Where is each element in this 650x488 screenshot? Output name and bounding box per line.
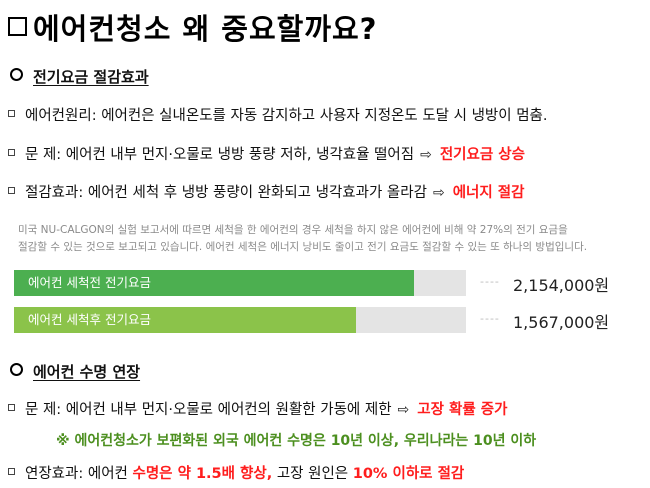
bar-track-before: 에어컨 세척전 전기요금 xyxy=(14,270,466,296)
highlight-text: 10% 이하로 절감 xyxy=(352,466,465,482)
bar-amount-before: 2,154,000원 xyxy=(513,276,610,295)
panel-text-line1: 미국 NU-CALGON의 실험 보고서에 따르면 세척을 한 에어컨의 경우 … xyxy=(18,224,568,236)
circle-bullet-icon xyxy=(10,68,23,81)
line-label: 문 제: xyxy=(25,402,62,418)
bar-track-after: 에어컨 세척후 전기요금 xyxy=(14,307,466,333)
section-heading-text: 에어컨 수명 연장 xyxy=(33,363,141,381)
line-label: 문 제: xyxy=(25,147,62,163)
line-text: 에어컨 xyxy=(87,466,128,482)
line-label: 에어컨원리: xyxy=(25,108,97,124)
result-text: 에너지 절감 xyxy=(452,185,525,201)
bar-label: 에어컨 세척후 전기요금 xyxy=(28,312,151,327)
line-text: 에어컨 내부 먼지·오물로 에어컨의 원활한 가동에 제한 xyxy=(65,402,392,418)
square-bullet-icon xyxy=(8,187,15,194)
line-label: 절감효과: xyxy=(25,185,84,201)
arrow-right-icon: ⇨ xyxy=(432,185,445,201)
bar-amount-after: 1,567,000원 xyxy=(513,313,610,332)
cost-comparison-panel: 미국 NU-CALGON의 실험 보고서에 따르면 세척을 한 에어컨의 경우 … xyxy=(4,216,616,340)
line-saving-effect: 절감효과: 에어컨 세척 후 냉방 풍량이 완화되고 냉각효과가 올라감 ⇨ 에너지… xyxy=(8,181,524,202)
square-bullet-icon xyxy=(8,149,15,156)
checkbox-square-icon xyxy=(8,17,27,36)
circle-bullet-icon xyxy=(10,363,23,376)
bar-after-cleaning: 에어컨 세척후 전기요금 xyxy=(14,307,356,333)
bar-dashes: ---- xyxy=(480,275,500,288)
line-problem: 문 제: 에어컨 내부 먼지·오물로 냉방 풍량 저하, 냉각효율 떨어짐 ⇨ 전기… xyxy=(8,143,525,164)
square-bullet-icon xyxy=(8,110,15,117)
line-extension-effect: 연장효과: 에어컨 수명은 약 1.5배 향상, 고장 원인은 10% 이하로 … xyxy=(8,462,464,483)
panel-text-line2: 절감할 수 있는 것으로 보고되고 있습니다. 에어컨 세척은 에너지 낭비도 … xyxy=(18,241,588,253)
section-heading-lifespan: 에어컨 수명 연장 xyxy=(10,361,140,382)
bar-dashes: ---- xyxy=(480,312,500,325)
arrow-right-icon: ⇨ xyxy=(397,402,410,418)
arrow-right-icon: ⇨ xyxy=(420,147,432,163)
page-title: 에어컨청소 왜 중요할까요? xyxy=(8,6,378,48)
result-text: 고장 확률 증가 xyxy=(417,402,508,418)
section-heading-energy: 전기요금 절감효과 xyxy=(10,66,149,87)
bar-before-cleaning: 에어컨 세척전 전기요금 xyxy=(14,270,414,296)
section-heading-text: 전기요금 절감효과 xyxy=(33,68,149,86)
square-bullet-icon xyxy=(8,404,15,411)
result-text: 전기요금 상승 xyxy=(439,147,525,163)
line-label: 연장효과: xyxy=(25,466,84,482)
line-text: 에어컨 내부 먼지·오물로 냉방 풍량 저하, 냉각효율 떨어짐 xyxy=(65,147,415,163)
highlight-text: 수명은 약 1.5배 향상, xyxy=(132,466,273,482)
line-text: 에어컨은 실내온도를 자동 감지하고 사용자 지정온도 도달 시 냉방이 멈춤. xyxy=(101,108,548,124)
line-problem-lifespan: 문 제: 에어컨 내부 먼지·오물로 에어컨의 원활한 가동에 제한 ⇨ 고장 확률… xyxy=(8,398,507,419)
lifespan-note: ※ 에어컨청소가 보편화된 외국 에어컨 수명은 10년 이상, 우리나라는 1… xyxy=(56,433,537,449)
page-title-text: 에어컨청소 왜 중요할까요? xyxy=(33,12,378,46)
line-text: 에어컨 세척 후 냉방 풍량이 완화되고 냉각효과가 올라감 xyxy=(87,185,427,201)
line-text: 고장 원인은 xyxy=(276,466,349,482)
bar-label: 에어컨 세척전 전기요금 xyxy=(28,275,151,290)
line-aircon-principle: 에어컨원리: 에어컨은 실내온도를 자동 감지하고 사용자 지정온도 도달 시 … xyxy=(8,104,548,125)
square-bullet-icon xyxy=(8,468,15,475)
